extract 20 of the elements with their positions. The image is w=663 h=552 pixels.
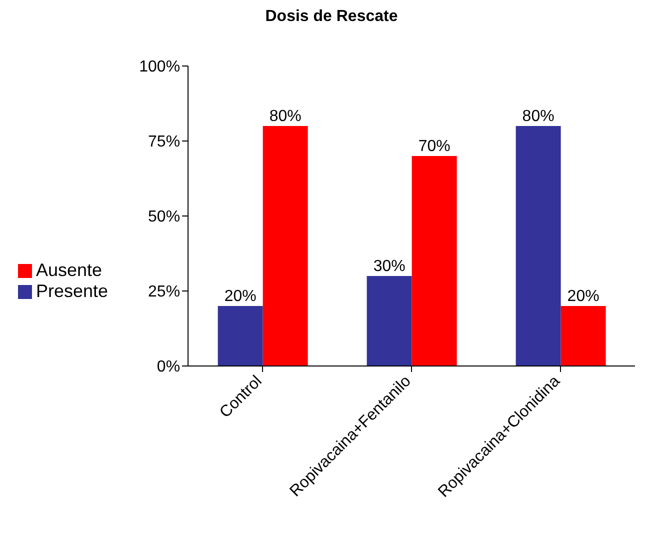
data-label: 30%: [373, 258, 406, 275]
data-label: 80%: [522, 108, 554, 125]
bar: [218, 306, 263, 366]
legend-label: Presente: [36, 281, 108, 301]
bar: [412, 156, 457, 366]
y-tick-label: 0%: [156, 358, 180, 376]
y-tick-label: 75%: [148, 134, 180, 151]
data-label: 70%: [418, 138, 450, 155]
chart-title: Dosis de Rescate: [264, 8, 399, 26]
y-tick-label: 100%: [139, 58, 180, 76]
bar: [516, 126, 561, 366]
data-label: 20%: [567, 288, 600, 305]
legend-label: Ausente: [36, 260, 102, 280]
data-label: 80%: [269, 108, 302, 125]
bar: [366, 276, 412, 366]
y-tick-label: 50%: [148, 208, 180, 226]
y-tick-label: 25%: [148, 284, 180, 301]
bar: [262, 126, 308, 366]
bar: [560, 306, 606, 366]
data-label: 20%: [224, 288, 256, 305]
